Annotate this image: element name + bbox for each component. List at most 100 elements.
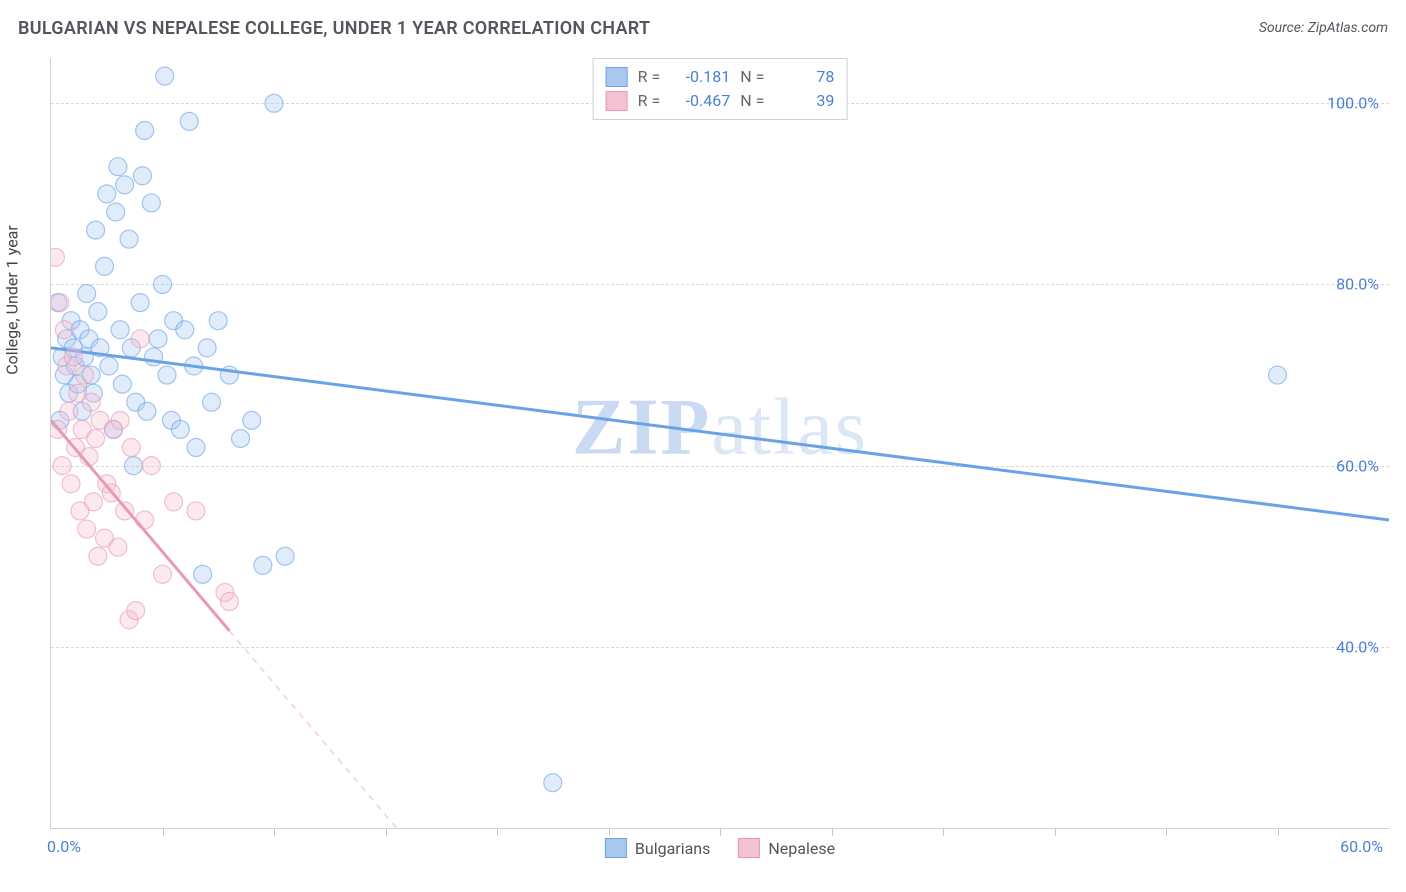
data-point: [62, 475, 80, 493]
data-point: [87, 221, 105, 239]
data-point: [60, 402, 78, 420]
chart-title: BULGARIAN VS NEPALESE COLLEGE, UNDER 1 Y…: [18, 18, 650, 39]
data-point: [120, 230, 138, 248]
header: BULGARIAN VS NEPALESE COLLEGE, UNDER 1 Y…: [18, 18, 1388, 48]
data-point: [109, 538, 127, 556]
r-value: -0.467: [670, 89, 730, 113]
data-point: [116, 176, 134, 194]
data-point: [75, 366, 93, 384]
x-tick: [274, 828, 275, 836]
data-point: [180, 112, 198, 130]
data-point: [133, 167, 151, 185]
r-label: R =: [638, 65, 661, 89]
legend-series: Bulgarians Nepalese: [605, 838, 835, 858]
data-point: [89, 303, 107, 321]
swatch-bulgarians: [605, 838, 627, 858]
r-label: R =: [638, 89, 661, 113]
n-label: N =: [740, 65, 764, 89]
x-tick: [720, 828, 721, 836]
n-value: 39: [774, 89, 834, 113]
data-point: [64, 348, 82, 366]
data-point: [136, 121, 154, 139]
data-point: [203, 393, 221, 411]
data-point: [154, 275, 172, 293]
data-point: [89, 547, 107, 565]
x-tick: [497, 828, 498, 836]
data-point: [232, 429, 250, 447]
data-point: [78, 285, 96, 303]
data-point: [544, 774, 562, 792]
data-point: [51, 294, 69, 312]
swatch-bulgarians: [606, 67, 628, 87]
data-point: [78, 520, 96, 538]
data-point: [113, 375, 131, 393]
x-tick: [386, 828, 387, 836]
data-point: [82, 393, 100, 411]
data-point: [176, 321, 194, 339]
data-point: [194, 565, 212, 583]
legend-label: Nepalese: [768, 839, 835, 858]
data-point: [127, 602, 145, 620]
r-value: -0.181: [670, 65, 730, 89]
x-tick: [832, 828, 833, 836]
data-point: [154, 565, 172, 583]
legend-stats: R = -0.181 N = 78 R = -0.467 N = 39: [593, 58, 848, 120]
x-axis-max-label: 60.0%: [1340, 837, 1383, 856]
x-tick: [609, 828, 610, 836]
data-point: [254, 556, 272, 574]
y-axis-label: College, Under 1 year: [3, 225, 22, 375]
data-point: [51, 248, 64, 266]
data-point: [98, 185, 116, 203]
x-tick: [163, 828, 164, 836]
legend-label: Bulgarians: [635, 839, 710, 858]
legend-stats-row: R = -0.181 N = 78: [606, 65, 835, 89]
legend-item: Bulgarians: [605, 838, 710, 858]
data-point: [100, 357, 118, 375]
data-point: [109, 158, 127, 176]
x-tick: [1055, 828, 1056, 836]
data-point: [171, 420, 189, 438]
data-point: [158, 366, 176, 384]
data-point: [165, 493, 183, 511]
legend-stats-row: R = -0.467 N = 39: [606, 89, 835, 113]
n-label: N =: [740, 89, 764, 113]
swatch-nepalese: [738, 838, 760, 858]
data-point: [131, 330, 149, 348]
data-point: [156, 67, 174, 85]
data-point: [187, 502, 205, 520]
source-credit: Source: ZipAtlas.com: [1259, 20, 1388, 36]
plot-area: ZIPatlas R = -0.181 N = 78 R = -0.467 N …: [50, 58, 1389, 829]
data-point: [136, 511, 154, 529]
data-point: [111, 321, 129, 339]
data-point: [84, 493, 102, 511]
data-point: [209, 312, 227, 330]
x-tick: [943, 828, 944, 836]
plot-svg: [51, 58, 1389, 828]
trend-line: [51, 348, 1389, 520]
x-axis-min-label: 0.0%: [47, 837, 81, 856]
data-point: [125, 457, 143, 475]
data-point: [243, 411, 261, 429]
data-point: [220, 593, 238, 611]
n-value: 78: [774, 65, 834, 89]
data-point: [55, 321, 73, 339]
data-point: [122, 439, 140, 457]
x-tick: [1166, 828, 1167, 836]
data-point: [138, 402, 156, 420]
x-tick: [1278, 828, 1279, 836]
data-point: [111, 411, 129, 429]
data-point: [107, 203, 125, 221]
data-point: [142, 457, 160, 475]
data-point: [87, 429, 105, 447]
legend-item: Nepalese: [738, 838, 835, 858]
data-point: [198, 339, 216, 357]
data-point: [1269, 366, 1287, 384]
data-point: [116, 502, 134, 520]
data-point: [142, 194, 160, 212]
data-point: [276, 547, 294, 565]
swatch-nepalese: [606, 91, 628, 111]
data-point: [131, 294, 149, 312]
data-point: [96, 257, 114, 275]
data-point: [149, 330, 167, 348]
data-point: [53, 457, 71, 475]
